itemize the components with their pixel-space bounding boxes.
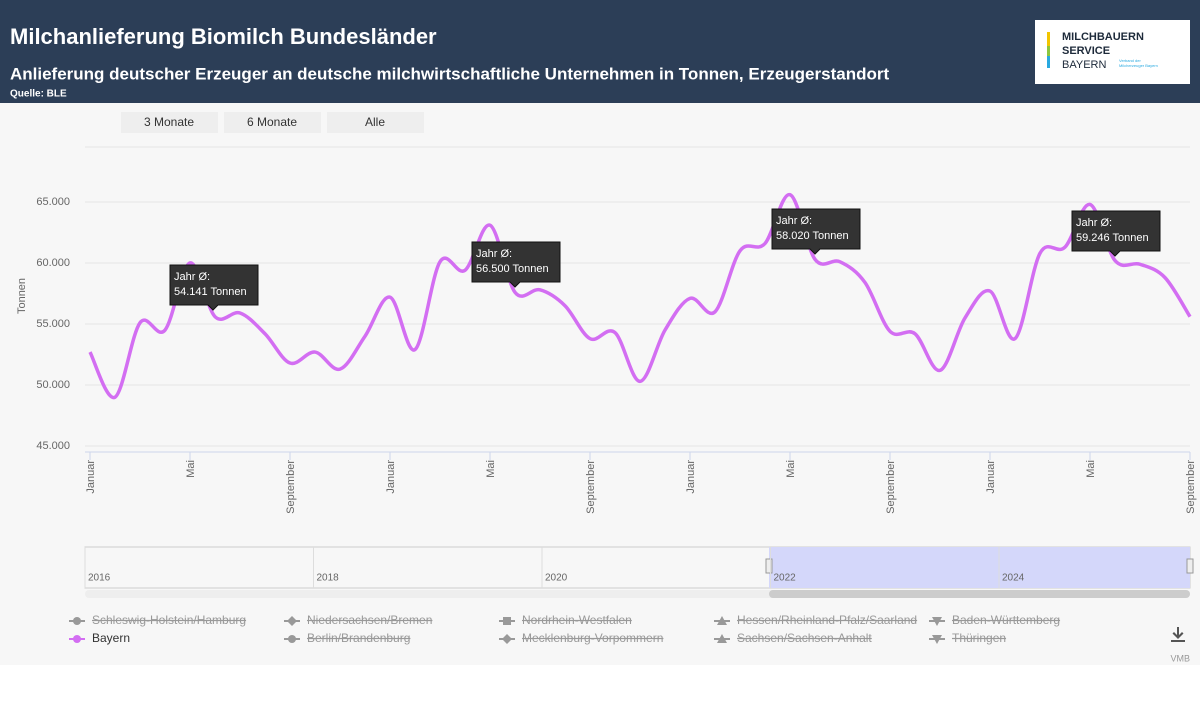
legend-marker	[503, 617, 511, 625]
logo-bar	[1047, 32, 1050, 46]
x-tick-label: Mai	[185, 460, 197, 478]
legend-label[interactable]: Schleswig-Holstein/Hamburg	[92, 613, 246, 627]
range-button[interactable]	[224, 112, 321, 133]
legend-label[interactable]: Mecklenburg-Vorpommern	[522, 631, 663, 645]
navigator-label: 2018	[317, 573, 340, 584]
subtitle: Anlieferung deutscher Erzeuger an deutsc…	[10, 64, 889, 83]
legend-marker	[287, 616, 297, 626]
legend-label[interactable]: Bayern	[92, 631, 130, 645]
navigator-label: 2024	[1002, 573, 1025, 584]
x-tick-label: September	[1185, 460, 1197, 514]
legend-marker	[717, 634, 727, 643]
legend-marker	[73, 617, 81, 625]
legend-marker	[932, 617, 942, 626]
legend-marker	[502, 634, 512, 644]
legend-label[interactable]: Thüringen	[952, 631, 1006, 645]
tooltip-title: Jahr Ø:	[1076, 217, 1112, 229]
range-button-label[interactable]: 6 Monate	[247, 115, 297, 129]
range-button[interactable]	[327, 112, 424, 133]
range-button-label[interactable]: Alle	[365, 115, 385, 129]
logo-box	[1035, 20, 1190, 84]
logo-bar	[1047, 56, 1050, 68]
y-tick-label: 65.000	[36, 196, 70, 208]
x-tick-label: Mai	[485, 460, 497, 478]
tooltip-text: 58.020 Tonnen	[776, 230, 849, 242]
range-button-label[interactable]: 3 Monate	[144, 115, 194, 129]
navigator-handle[interactable]	[765, 558, 773, 574]
y-tick-label: 50.000	[36, 379, 70, 391]
legend-label[interactable]: Hessen/Rheinland-Pfalz/Saarland	[737, 613, 917, 627]
logo-tagline: Milcherzeuger Bayern	[1119, 63, 1158, 68]
x-tick-label: Januar	[985, 460, 997, 494]
y-tick-label: 55.000	[36, 318, 70, 330]
x-tick-label: Januar	[385, 460, 397, 494]
header-bg	[0, 0, 1200, 103]
legend-label[interactable]: Berlin/Brandenburg	[307, 631, 410, 645]
legend-marker	[932, 635, 942, 644]
tooltip-box	[471, 241, 561, 288]
tooltip-box	[169, 264, 259, 311]
legend-marker	[73, 635, 81, 643]
tooltip-box	[1071, 210, 1161, 257]
range-button[interactable]	[121, 112, 218, 133]
logo-tagline: Verband der	[1119, 58, 1141, 63]
legend-label[interactable]: Nordrhein-Westfalen	[522, 613, 632, 627]
download-icon[interactable]	[1171, 627, 1185, 642]
y-tick-label: 45.000	[36, 440, 70, 452]
tooltip-text: 54.141 Tonnen	[174, 286, 247, 298]
logo-text: SERVICE	[1062, 45, 1110, 57]
navigator-handle[interactable]	[1186, 558, 1194, 574]
logo-text: BAYERN	[1062, 59, 1106, 71]
x-tick-label: Mai	[785, 460, 797, 478]
navigator-label: 2020	[545, 573, 568, 584]
navigator-label: 2022	[774, 573, 797, 584]
tooltip-title: Jahr Ø:	[174, 271, 210, 283]
x-tick-label: September	[285, 460, 297, 514]
logo-text: MILCHBAUERN	[1062, 31, 1144, 43]
credit: VMB	[1170, 653, 1190, 663]
title: Milchanlieferung Biomilch Bundesländer	[10, 24, 437, 49]
legend-label[interactable]: Niedersachsen/Bremen	[307, 613, 432, 627]
x-tick-label: Mai	[1085, 460, 1097, 478]
navigator-selection[interactable]	[769, 547, 1190, 588]
source: Quelle: BLE	[10, 89, 67, 100]
tooltip-title: Jahr Ø:	[776, 215, 812, 227]
tooltip-text: 56.500 Tonnen	[476, 263, 549, 275]
legend-marker	[288, 635, 296, 643]
tooltip-box	[771, 208, 861, 255]
legend-label[interactable]: Sachsen/Sachsen-Anhalt	[737, 631, 872, 645]
x-tick-label: September	[885, 460, 897, 514]
tooltip-title: Jahr Ø:	[476, 248, 512, 260]
legend-marker	[717, 616, 727, 625]
x-tick-label: Januar	[85, 460, 97, 494]
x-tick-label: September	[585, 460, 597, 514]
download-button[interactable]	[1171, 627, 1185, 642]
series-line	[88, 192, 1192, 399]
navigator-label: 2016	[88, 573, 111, 584]
x-tick-label: Januar	[685, 460, 697, 494]
tooltip-text: 59.246 Tonnen	[1076, 232, 1149, 244]
scrollbar-thumb[interactable]	[769, 590, 1190, 598]
legend-label[interactable]: Baden-Württemberg	[952, 613, 1060, 627]
range-buttons: 3 Monate 6 Monate Alle	[121, 112, 424, 133]
logo-bar	[1047, 46, 1050, 56]
y-axis-title: Tonnen	[16, 278, 28, 314]
y-tick-label: 60.000	[36, 257, 70, 269]
